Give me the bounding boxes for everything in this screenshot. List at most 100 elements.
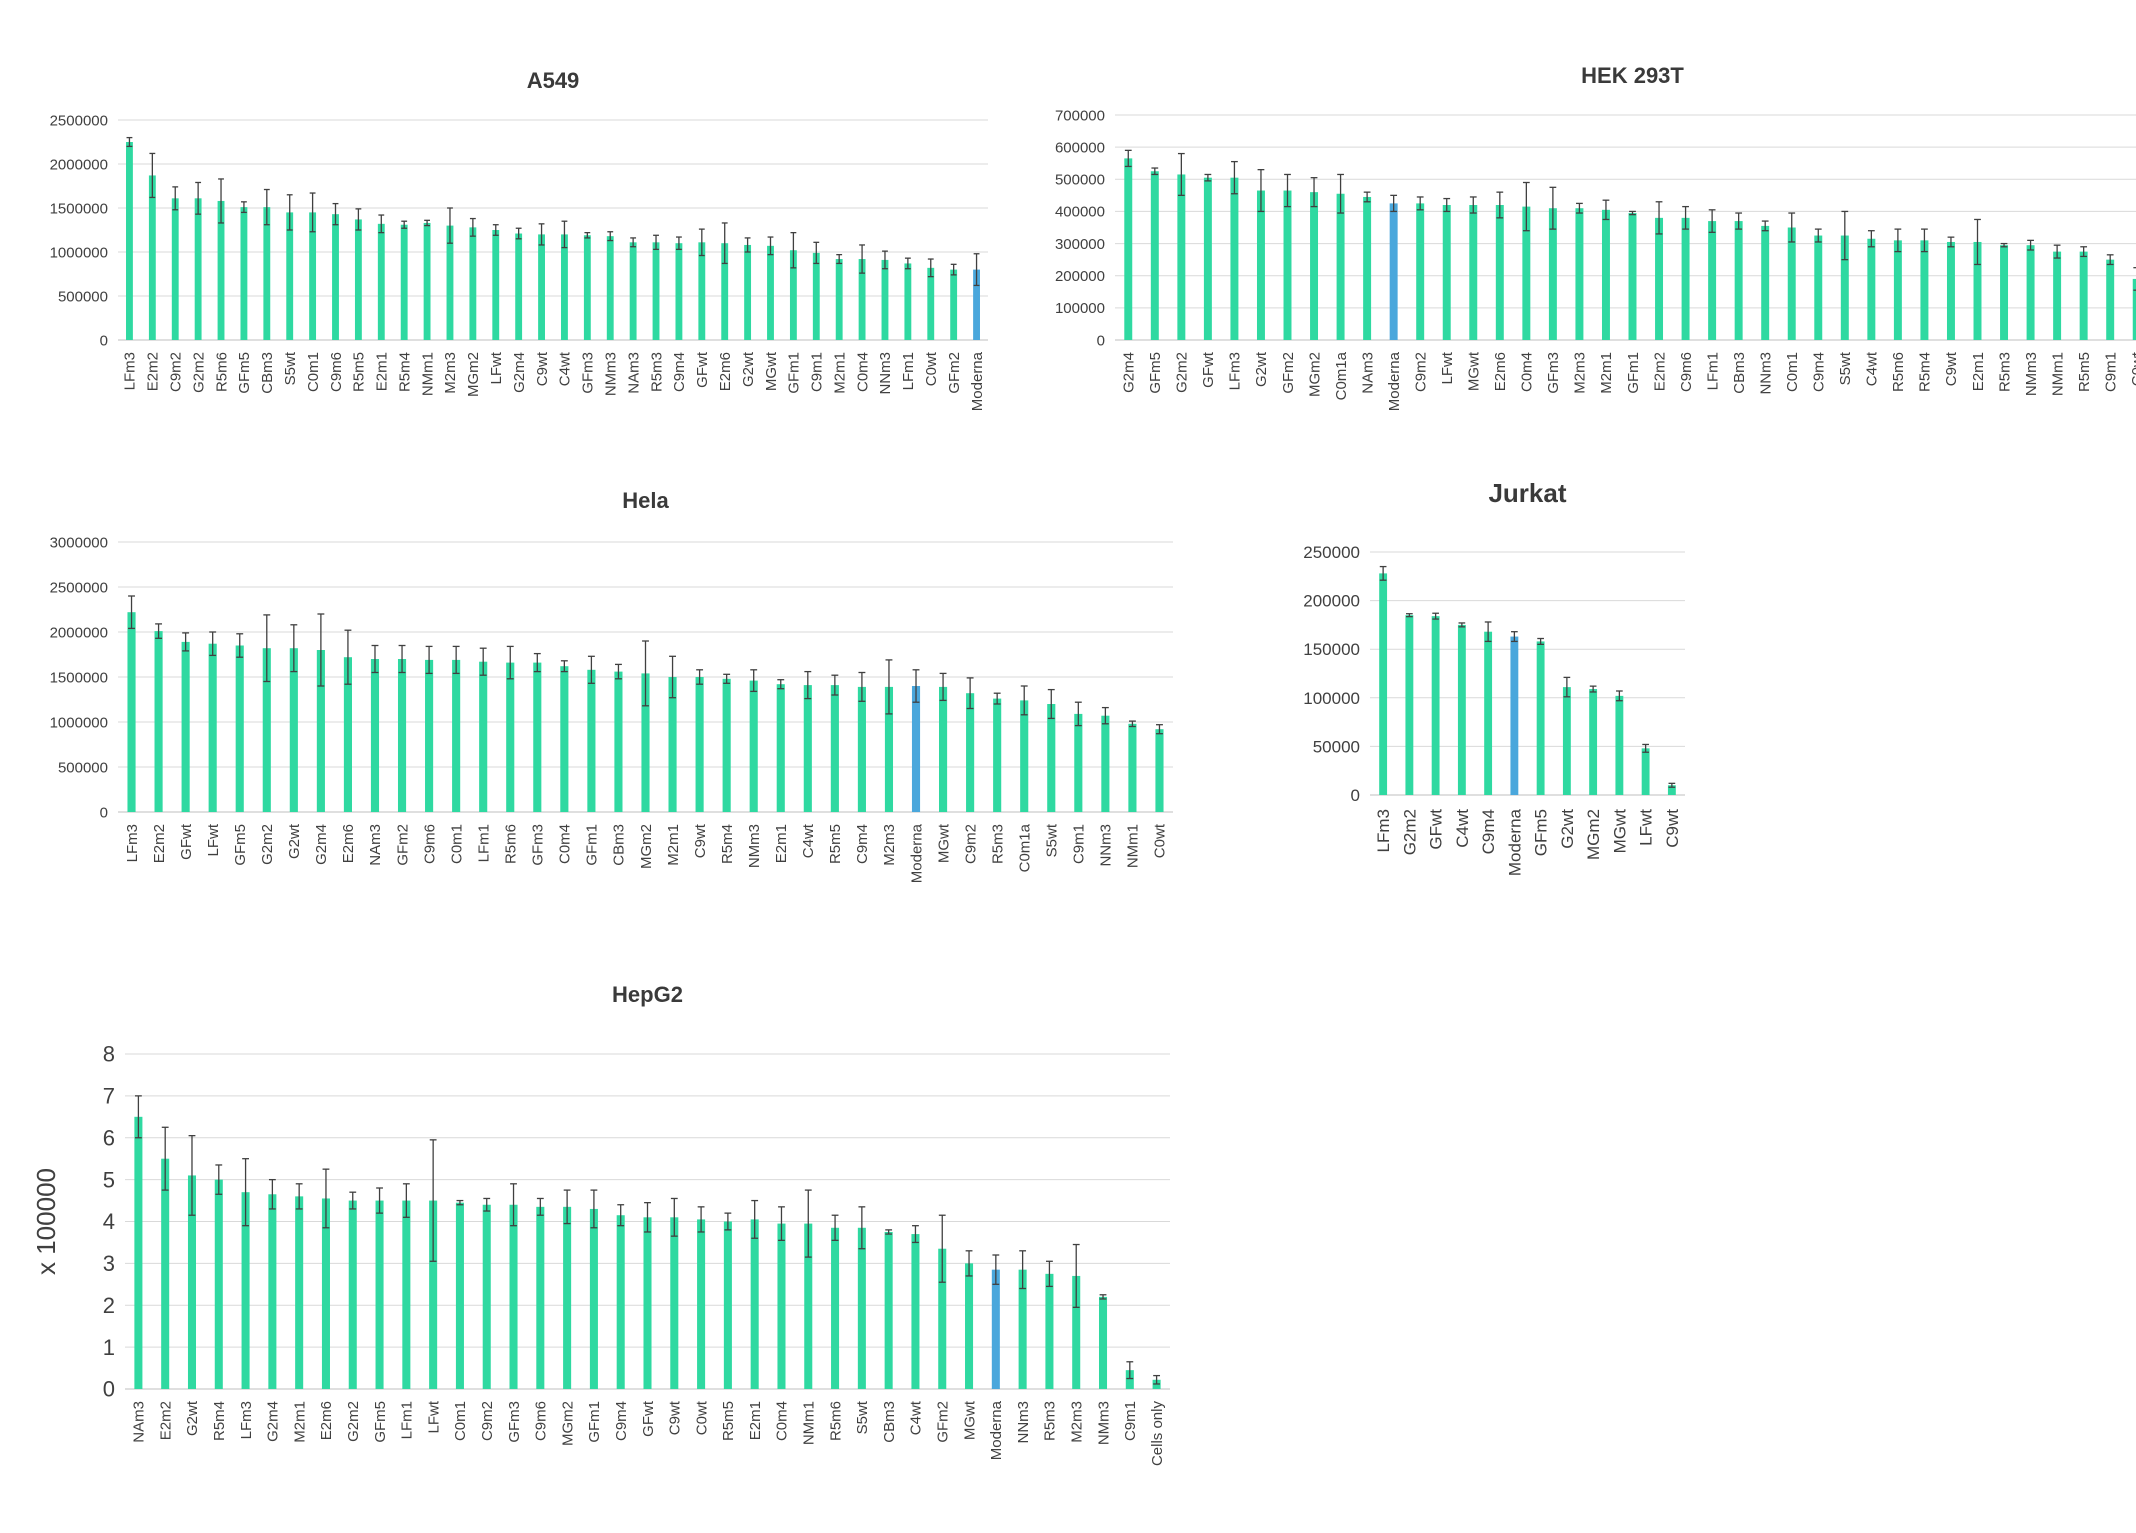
x-tick-label: E2m2 xyxy=(157,1401,174,1440)
x-tick-label: NMm3 xyxy=(746,824,763,868)
bar-cbm3 xyxy=(614,671,623,812)
error-bar xyxy=(938,1214,946,1283)
error-bar xyxy=(790,231,797,269)
x-tick-label: M2m1 xyxy=(1598,352,1615,394)
bar-g2m2 xyxy=(1405,615,1414,795)
bar-r5m3 xyxy=(993,698,1002,812)
x-tick-label: NAm3 xyxy=(625,352,642,394)
error-bar xyxy=(1363,191,1371,203)
x-tick-label: R5m4 xyxy=(719,824,736,864)
chart-title: A549 xyxy=(527,68,580,93)
bar-r5m6 xyxy=(506,662,515,812)
bar-g2wt xyxy=(1256,190,1265,340)
bar-c9m6 xyxy=(536,1206,545,1389)
error-bar xyxy=(1019,1250,1027,1290)
bar-e2m6 xyxy=(1495,205,1504,340)
x-tick-label: NMm1 xyxy=(801,1401,818,1445)
bar-mgm2 xyxy=(1589,689,1598,795)
y-tick-label: 2000000 xyxy=(50,624,108,641)
error-bar xyxy=(1814,228,1822,243)
bar-m2m3 xyxy=(446,225,454,340)
x-tick-label: GFm2 xyxy=(946,352,963,394)
error-bar xyxy=(1124,149,1132,168)
error-bar xyxy=(2080,246,2088,258)
error-bar xyxy=(1231,160,1238,195)
bar-g2wt xyxy=(187,1175,197,1389)
bar-g2m4 xyxy=(268,1194,277,1389)
x-tick-label: R5m4 xyxy=(1917,352,1934,392)
bar-gfm5 xyxy=(240,207,248,340)
x-tick-label: GFm1 xyxy=(1625,352,1642,394)
bar-c0m1 xyxy=(1787,227,1796,340)
x-tick-label: M2m3 xyxy=(881,824,898,866)
bar-gfm5 xyxy=(1536,641,1545,795)
x-tick-label: GFm2 xyxy=(394,824,411,866)
x-tick-label: E2m6 xyxy=(717,352,734,391)
y-tick-label: 6 xyxy=(103,1125,115,1150)
x-tick-label: C0wt xyxy=(693,1400,710,1435)
error-bar xyxy=(1894,228,1902,253)
bar-mgwt xyxy=(965,1263,974,1389)
x-tick-label: LFwt xyxy=(488,351,505,384)
error-bar xyxy=(479,647,487,676)
bar-lfm1 xyxy=(904,263,912,340)
x-tick-label: E2m1 xyxy=(747,1401,764,1440)
error-bar xyxy=(1511,631,1518,643)
error-bar xyxy=(1735,212,1743,230)
error-bar xyxy=(398,644,406,674)
bar-moderna xyxy=(1389,203,1398,340)
error-bar xyxy=(587,655,595,684)
y-tick-label: 2500000 xyxy=(50,579,108,596)
error-bar xyxy=(538,223,545,246)
x-tick-label: M2m3 xyxy=(442,352,459,394)
bar-cbm3 xyxy=(1734,221,1743,340)
error-bar xyxy=(676,236,682,251)
bar-nmm1 xyxy=(2053,251,2062,340)
bar-r5m3 xyxy=(652,242,660,340)
y-tick-label: 500000 xyxy=(58,288,108,305)
bar-mgwt xyxy=(939,686,948,812)
x-tick-label: R5m5 xyxy=(827,824,844,864)
x-tick-label: G2m4 xyxy=(313,824,330,865)
bar-lfwt xyxy=(492,230,500,340)
bar-mgm2 xyxy=(469,227,477,340)
x-tick-label: R5m5 xyxy=(2076,352,2093,392)
x-tick-label: LFm3 xyxy=(238,1401,255,1439)
error-bar xyxy=(939,672,947,702)
error-bar xyxy=(1708,209,1716,233)
bar-mgm2 xyxy=(641,673,650,812)
bar-lfm3 xyxy=(127,612,136,812)
error-bar xyxy=(510,1183,517,1227)
x-tick-label: E2m1 xyxy=(1970,352,1987,391)
bar-nnm3 xyxy=(1101,715,1110,812)
bar-e2m1 xyxy=(750,1219,759,1389)
bar-nmm1 xyxy=(804,1223,813,1389)
x-tick-label: LFm1 xyxy=(475,824,492,862)
error-bar xyxy=(804,1189,812,1258)
x-tick-label: LFm3 xyxy=(1374,809,1393,852)
bar-m2m1 xyxy=(835,259,843,340)
x-tick-label: Moderna xyxy=(969,351,986,411)
y-tick-label: 5 xyxy=(103,1167,115,1192)
error-bar xyxy=(1153,1374,1161,1385)
x-tick-label: E2m2 xyxy=(151,824,168,863)
bar-g2m2 xyxy=(262,648,271,812)
bar-c0m4 xyxy=(560,666,569,812)
bar-gfm2 xyxy=(950,269,958,340)
error-bar xyxy=(452,645,460,675)
x-tick-label: M2m1 xyxy=(291,1401,308,1443)
x-tick-label: C4wt xyxy=(1453,809,1472,848)
chart-hela: Hela 0 500000 1000000 1500000 2000000 2500000 3… xyxy=(0,470,1200,900)
x-tick-label: C9wt xyxy=(667,1400,684,1435)
error-bar xyxy=(492,224,499,236)
bar-gfm2 xyxy=(397,659,407,812)
error-bar xyxy=(563,1189,571,1225)
error-bar xyxy=(149,152,156,199)
error-bar xyxy=(286,194,293,231)
x-tick-label: GFm5 xyxy=(372,1401,389,1443)
error-bar xyxy=(607,231,614,242)
error-bar xyxy=(1257,168,1265,213)
error-bar xyxy=(1443,197,1451,213)
bar-g2m2 xyxy=(194,198,202,340)
x-tick-label: C0m4 xyxy=(774,1401,791,1441)
